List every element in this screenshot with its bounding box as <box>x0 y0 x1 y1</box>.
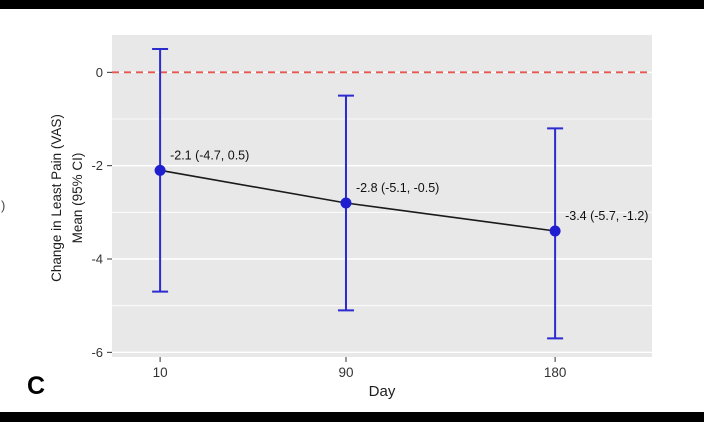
x-tick-label: 10 <box>153 365 168 380</box>
clipped-text: ) <box>1 198 6 213</box>
point-annotation: -2.8 (-5.1, -0.5) <box>356 181 439 195</box>
y-tick-label: -6 <box>91 345 103 360</box>
bottom-black-bar <box>0 412 704 422</box>
top-black-bar <box>0 0 704 9</box>
plot-panel <box>112 35 652 357</box>
y-tick-label: 0 <box>96 65 103 80</box>
data-point <box>340 197 352 209</box>
data-point <box>549 225 561 237</box>
y-tick-label: -4 <box>91 252 103 267</box>
x-tick-label: 90 <box>338 365 353 380</box>
x-tick-label: 180 <box>544 365 567 380</box>
x-axis-title: Day <box>368 383 396 400</box>
point-annotation: -2.1 (-4.7, 0.5) <box>170 148 249 162</box>
y-tick-label: -2 <box>91 158 103 173</box>
point-annotation: -3.4 (-5.7, -1.2) <box>565 209 648 223</box>
data-point <box>154 164 166 176</box>
panel-label: C <box>27 372 46 400</box>
